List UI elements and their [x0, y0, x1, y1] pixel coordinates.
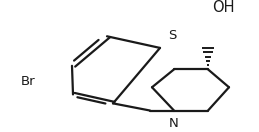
Text: Br: Br	[20, 74, 35, 88]
Text: OH: OH	[212, 0, 234, 15]
Text: S: S	[168, 29, 177, 42]
Text: N: N	[169, 117, 179, 130]
